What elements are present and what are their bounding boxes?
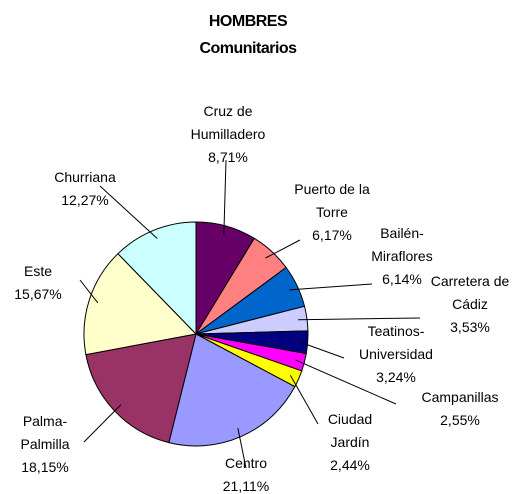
label-line: Palma-	[23, 413, 68, 429]
leader-line	[295, 359, 397, 405]
slice-label: Ciudad Jardín 2,44%	[328, 411, 372, 473]
value-label: 3,53%	[450, 319, 490, 335]
slice-label: Puerto de la Torre 6,17%	[294, 181, 370, 243]
slice-label: Carretera de Cádiz 3,53%	[431, 273, 510, 335]
leader-line	[99, 185, 158, 239]
label-line: Jardín	[331, 434, 370, 450]
value-label: 8,71%	[208, 149, 248, 165]
label-line: Este	[24, 263, 52, 279]
value-label: 2,44%	[330, 457, 370, 473]
value-label: 15,67%	[14, 286, 61, 302]
value-label: 2,55%	[440, 412, 480, 428]
slice-label: Este 15,67%	[14, 263, 61, 302]
label-line: Centro	[225, 455, 267, 471]
leader-line	[289, 283, 373, 291]
label-line: Humilladero	[191, 126, 266, 142]
label-line: Puerto de la	[294, 181, 370, 197]
leader-line	[79, 279, 99, 304]
label-line: Bailén-	[380, 225, 424, 241]
slice-label: Teatinos- Universidad 3,24%	[359, 323, 433, 385]
leader-line	[265, 239, 301, 259]
leader-line	[298, 317, 421, 321]
label-line: Carretera de	[431, 273, 510, 289]
chart-subtitle: Comunitarios	[199, 40, 297, 57]
label-line: Campanillas	[421, 389, 498, 405]
label-line: Ciudad	[328, 411, 372, 427]
label-line: Teatinos-	[368, 323, 425, 339]
leader-line	[289, 375, 319, 425]
label-line: Palmilla	[20, 436, 69, 452]
leader-line	[298, 341, 345, 359]
slice-label: Churriana 12,27%	[54, 169, 116, 208]
value-label: 3,24%	[376, 369, 416, 385]
label-line: Torre	[316, 204, 348, 220]
pie-slice	[168, 333, 296, 447]
leader-line	[83, 404, 122, 443]
pie-slice	[83, 252, 198, 356]
slice-label: Campanillas 2,55%	[421, 389, 498, 428]
pie-slice	[117, 221, 197, 336]
label-line: Cruz de	[203, 103, 252, 119]
label-line: Universidad	[359, 346, 433, 362]
value-label: 6,17%	[312, 227, 352, 243]
value-label: 18,15%	[21, 459, 68, 475]
value-label: 21,11%	[223, 478, 269, 494]
label-line: Cádiz	[452, 296, 488, 312]
label-line: Churriana	[54, 169, 116, 185]
leader-line	[237, 428, 247, 469]
slice-label: Bailén- Miraflores 6,14%	[371, 225, 432, 287]
slice-label: Centro 21,11%	[223, 455, 269, 494]
value-label: 12,27%	[61, 192, 108, 208]
slice-label: Cruz de Humilladero 8,71%	[191, 103, 266, 165]
leader-line	[223, 159, 227, 235]
value-label: 6,14%	[382, 271, 422, 287]
slice-label: Palma- Palmilla 18,15%	[20, 413, 69, 475]
label-line: Miraflores	[371, 248, 432, 264]
chart-title: HOMBRES	[209, 13, 288, 30]
